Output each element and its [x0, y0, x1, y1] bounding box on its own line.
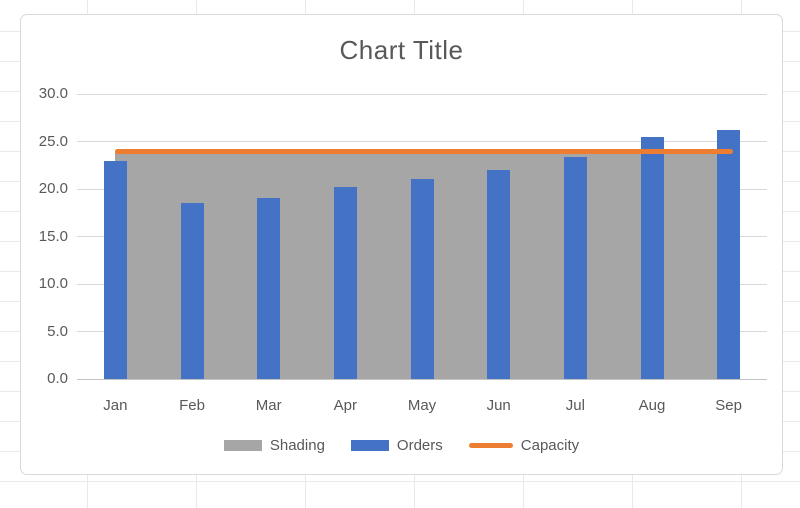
y-axis-label: 0.0: [47, 370, 68, 387]
y-axis-label: 25.0: [38, 132, 68, 150]
bar-sep[interactable]: [717, 130, 741, 379]
legend-swatch-capacity: [468, 443, 513, 448]
legend-item-orders[interactable]: Orders: [350, 437, 443, 454]
bar-jul[interactable]: [563, 156, 587, 379]
legend-label: Shading: [269, 437, 325, 454]
chart-title[interactable]: Chart Title: [339, 35, 464, 65]
legend-item-shading[interactable]: Shading: [223, 437, 325, 454]
y-gridline: [77, 93, 767, 95]
bar-mar[interactable]: [257, 197, 281, 379]
y-axis-label: 10.0: [38, 275, 68, 292]
y-axis-label: 30.0: [38, 85, 68, 102]
legend-label: Capacity: [520, 437, 580, 454]
bar-jan[interactable]: [103, 160, 127, 379]
x-axis-label: Feb: [179, 397, 205, 414]
bar-may[interactable]: [410, 178, 434, 379]
x-axis-label: Jan: [103, 397, 128, 414]
x-axis-label: Aug: [638, 397, 666, 414]
y-gridline: [77, 141, 767, 142]
bar-jun[interactable]: [487, 170, 511, 379]
x-axis-label: Sep: [715, 397, 742, 414]
x-axis-label: May: [407, 397, 437, 414]
legend-label: Orders: [396, 437, 443, 454]
legend: Shading Orders Capacity: [21, 437, 782, 454]
legend-swatch-orders: [350, 440, 389, 451]
plot-area: 0.0 5.0 10.0 15.0 20.0 25.0 30.0 Jan Feb Mar Apr Ma…: [21, 15, 782, 474]
y-axis-label: 5.0: [47, 322, 68, 340]
y-axis-label: 20.0: [38, 180, 68, 197]
bar-apr[interactable]: [333, 187, 357, 379]
chart-area[interactable]: Chart Title 0.0 5.0 10.0 15.0 20.0 25.0 30.0 Ja…: [20, 14, 783, 475]
x-axis-label: Apr: [333, 397, 357, 414]
y-axis-label: 15.0: [38, 227, 68, 245]
capacity-line[interactable]: [115, 148, 733, 154]
bar-feb[interactable]: [180, 203, 204, 379]
x-axis-label: Mar: [255, 397, 282, 414]
legend-item-capacity[interactable]: Capacity: [468, 437, 580, 454]
x-axis-label: Jun: [486, 397, 511, 414]
x-axis-line: [77, 378, 767, 380]
bar-aug[interactable]: [640, 136, 664, 379]
x-axis-label: Jul: [565, 397, 585, 414]
legend-swatch-shading: [223, 440, 262, 451]
